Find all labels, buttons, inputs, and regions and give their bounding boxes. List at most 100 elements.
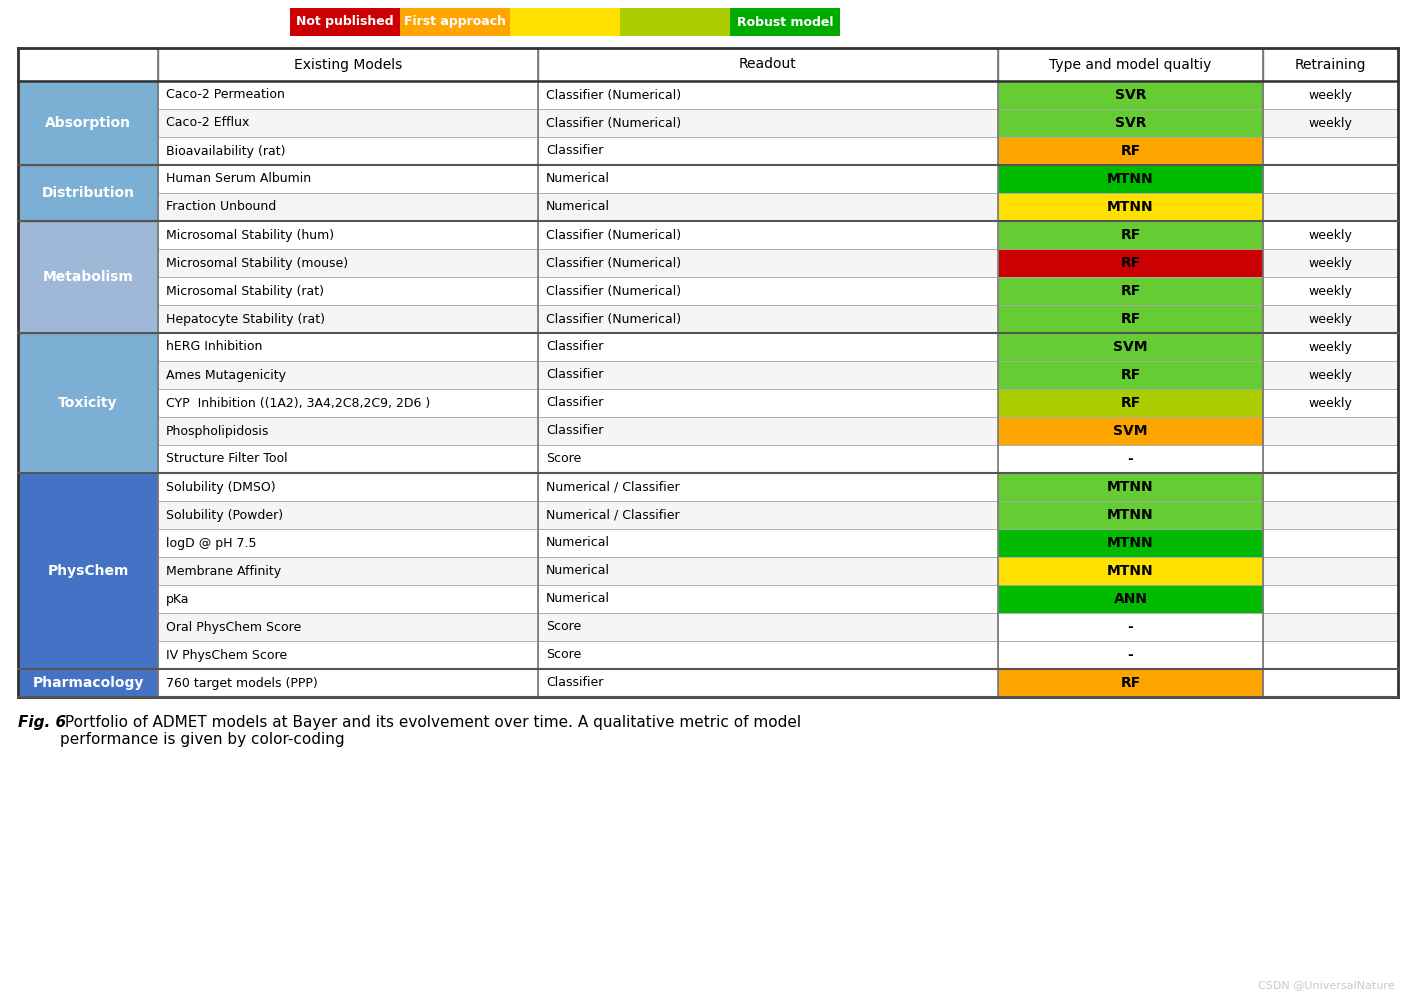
Bar	[1264, 109, 1398, 137]
Text: Distribution: Distribution	[41, 186, 134, 200]
Bar	[18, 165, 158, 221]
Text: Structure Filter Tool: Structure Filter Tool	[166, 452, 287, 466]
Text: -: -	[1128, 452, 1133, 466]
Bar	[998, 277, 1264, 305]
Bar	[538, 641, 998, 669]
Bar	[1264, 165, 1398, 193]
Bar	[538, 137, 998, 165]
Text: Numerical / Classifier: Numerical / Classifier	[546, 481, 679, 493]
Bar	[1264, 333, 1398, 361]
Text: -: -	[1128, 648, 1133, 662]
Text: Caco-2 Permeation: Caco-2 Permeation	[166, 89, 284, 102]
Bar	[158, 109, 538, 137]
Text: RF: RF	[1121, 228, 1140, 242]
Bar	[18, 48, 158, 81]
Text: Oral PhysChem Score: Oral PhysChem Score	[166, 620, 301, 634]
Text: Classifier (Numerical): Classifier (Numerical)	[546, 229, 681, 241]
Bar	[998, 137, 1264, 165]
Text: pKa: pKa	[166, 592, 190, 605]
Text: Microsomal Stability (rat): Microsomal Stability (rat)	[166, 284, 324, 298]
Text: Numerical: Numerical	[546, 172, 610, 186]
Bar	[538, 277, 998, 305]
Bar	[998, 165, 1264, 193]
Text: weekly: weekly	[1309, 396, 1353, 410]
Text: -: -	[1128, 620, 1133, 634]
Text: First approach: First approach	[405, 15, 507, 28]
Bar	[998, 48, 1264, 81]
Text: Classifier: Classifier	[546, 424, 603, 438]
Bar	[158, 333, 538, 361]
Bar	[1264, 305, 1398, 333]
Bar	[538, 557, 998, 585]
Text: Classifier (Numerical): Classifier (Numerical)	[546, 284, 681, 298]
Text: Classifier (Numerical): Classifier (Numerical)	[546, 256, 681, 269]
Text: MTNN: MTNN	[1107, 536, 1153, 550]
Text: CSDN @UniversalNature: CSDN @UniversalNature	[1258, 980, 1395, 990]
Bar	[998, 81, 1264, 109]
Text: weekly: weekly	[1309, 312, 1353, 326]
Bar	[998, 193, 1264, 221]
Bar	[538, 249, 998, 277]
Text: MTNN: MTNN	[1107, 480, 1153, 494]
Text: Classifier (Numerical): Classifier (Numerical)	[546, 312, 681, 326]
Text: RF: RF	[1121, 396, 1140, 410]
Text: RF: RF	[1121, 284, 1140, 298]
Bar	[1264, 585, 1398, 613]
Bar	[158, 417, 538, 445]
Bar	[998, 361, 1264, 389]
Text: MTNN: MTNN	[1107, 564, 1153, 578]
Bar	[158, 445, 538, 473]
Bar	[538, 333, 998, 361]
Text: RF: RF	[1121, 256, 1140, 270]
Bar	[998, 221, 1264, 249]
Text: SVM: SVM	[1114, 340, 1148, 354]
Text: Solubility (Powder): Solubility (Powder)	[166, 508, 283, 522]
Bar	[400, 8, 509, 36]
Text: MTNN: MTNN	[1107, 508, 1153, 522]
Bar	[158, 389, 538, 417]
Text: Pharmacology: Pharmacology	[33, 676, 144, 690]
Bar	[998, 333, 1264, 361]
Text: Metabolism: Metabolism	[42, 270, 133, 284]
Text: Phospholipidosis: Phospholipidosis	[166, 424, 269, 438]
Bar	[538, 417, 998, 445]
Text: Portfolio of ADMET models at Bayer and its evolvement over time. A qualitative m: Portfolio of ADMET models at Bayer and i…	[59, 715, 801, 747]
Text: weekly: weekly	[1309, 340, 1353, 354]
Bar	[620, 8, 730, 36]
Text: Microsomal Stability (mouse): Microsomal Stability (mouse)	[166, 256, 348, 269]
Text: Membrane Affinity: Membrane Affinity	[166, 564, 282, 578]
Bar	[158, 641, 538, 669]
Bar	[158, 193, 538, 221]
Bar	[538, 585, 998, 613]
Bar	[998, 445, 1264, 473]
Text: RF: RF	[1121, 368, 1140, 382]
Bar	[158, 529, 538, 557]
Bar	[538, 305, 998, 333]
Bar	[158, 249, 538, 277]
Bar	[158, 165, 538, 193]
Bar	[158, 137, 538, 165]
Bar	[1264, 361, 1398, 389]
Bar	[158, 613, 538, 641]
Text: ANN: ANN	[1114, 592, 1148, 606]
Bar	[998, 473, 1264, 501]
Bar	[18, 473, 158, 669]
Text: Fraction Unbound: Fraction Unbound	[166, 200, 276, 214]
Bar	[1264, 669, 1398, 697]
Text: PhysChem: PhysChem	[47, 564, 129, 578]
Text: weekly: weekly	[1309, 229, 1353, 241]
Text: Fig. 6: Fig. 6	[18, 715, 67, 730]
Bar	[290, 8, 400, 36]
Text: Robust model: Robust model	[737, 15, 833, 28]
Bar	[998, 557, 1264, 585]
Bar	[18, 669, 158, 697]
Bar	[538, 501, 998, 529]
Text: SVM: SVM	[1114, 424, 1148, 438]
Bar	[730, 8, 841, 36]
Text: hERG Inhibition: hERG Inhibition	[166, 340, 262, 354]
Bar	[158, 48, 538, 81]
Text: RF: RF	[1121, 312, 1140, 326]
Bar	[1264, 417, 1398, 445]
Bar	[1264, 613, 1398, 641]
Text: Classifier (Numerical): Classifier (Numerical)	[546, 116, 681, 129]
